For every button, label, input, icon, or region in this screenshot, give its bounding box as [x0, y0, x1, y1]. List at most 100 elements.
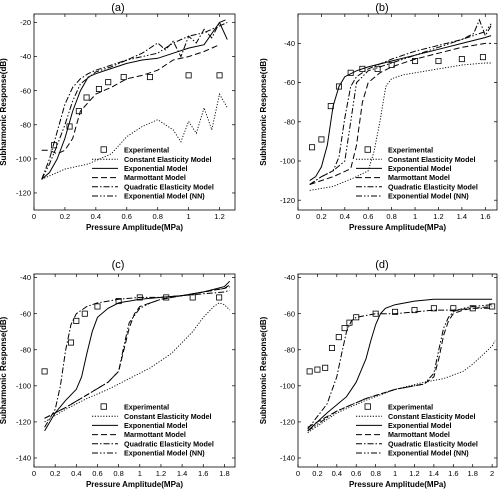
- legend-label: Exponential Model: [388, 164, 452, 173]
- series-line-3: [44, 284, 230, 419]
- data-point-experimental: [346, 319, 353, 326]
- panel-title: (d): [375, 259, 388, 271]
- chart-panel-b: (b) 0 0.2 0.4 0.6 0.8 1 1.2 1.4 1.6 -120 -100 -80 -60…: [259, 2, 498, 232]
- legend-marker-square: [364, 403, 371, 410]
- legend-label: Exponential Model (NN): [388, 192, 469, 201]
- x-tick-label: 1.8: [468, 469, 478, 478]
- x-tick-label: 0.6: [363, 212, 373, 221]
- x-tick-label: 1.2: [156, 469, 166, 478]
- x-tick-label: 1.2: [433, 212, 443, 221]
- x-tick-label: 0: [32, 212, 36, 221]
- x-tick-label: 1: [393, 469, 397, 478]
- legend-label: Constant Elasticity Model: [124, 412, 211, 421]
- plot-frame: [33, 13, 236, 211]
- y-axis-label: Subharmonic Response(dB): [0, 316, 8, 424]
- x-tick-label: 0.4: [91, 212, 101, 221]
- legend-label: Experimental: [124, 403, 169, 412]
- panel-title: (c): [112, 259, 125, 271]
- y-tick-label: -80: [284, 345, 295, 354]
- data-point-experimental: [68, 339, 75, 346]
- y-tick-label: -100: [280, 381, 295, 390]
- series-line-3: [309, 42, 492, 185]
- legend-label: Quadratic Elasticity Model: [388, 182, 478, 191]
- y-tick-label: -120: [280, 418, 295, 427]
- data-point-experimental: [458, 56, 465, 63]
- x-tick-label: 1.6: [198, 469, 208, 478]
- chart-panel-c: (c) 0 0.2 0.4 0.6 0.8 1 1.2 1.4 1.6 1.8 -140 -120 -10…: [0, 259, 236, 489]
- y-tick-label: -140: [16, 454, 31, 463]
- data-point-experimental: [185, 72, 192, 79]
- x-tick-label: 0.4: [332, 469, 342, 478]
- y-tick-label: -80: [20, 345, 31, 354]
- legend-label: Experimental: [124, 146, 169, 155]
- legend-label: Marmottant Model: [388, 173, 450, 182]
- legend-label: Exponential Model: [124, 421, 188, 430]
- x-tick-label: 0.8: [386, 212, 396, 221]
- y-tick-label: -80: [284, 117, 295, 126]
- y-tick-label: -40: [20, 52, 31, 61]
- series-line-1: [41, 92, 228, 180]
- data-point-experimental: [479, 54, 486, 61]
- legend-marker-square: [364, 146, 371, 153]
- y-axis-label: Subharmonic Response(dB): [259, 58, 268, 166]
- x-tick-label: 0: [32, 469, 36, 478]
- series-line-5: [307, 304, 493, 432]
- legend-label: Constant Elasticity Model: [124, 155, 211, 164]
- data-point-experimental: [105, 79, 112, 86]
- data-point-experimental: [41, 368, 48, 375]
- y-tick-label: -80: [20, 120, 31, 129]
- data-point-experimental: [430, 305, 437, 312]
- x-axis-label: Pressure Amplitude(MPa): [86, 223, 183, 232]
- legend-label: Exponential Model (NN): [388, 449, 469, 458]
- x-tick-label: 1: [187, 212, 191, 221]
- series-line-3: [307, 306, 493, 428]
- x-tick-label: 1.4: [429, 469, 439, 478]
- y-tick-label: -100: [280, 157, 295, 166]
- chart-panel-d: (d) 0 0.2 0.4 0.6 0.8 1 1.2 1.4 1.6 1.8 2 -140 -120 -1…: [259, 259, 498, 489]
- data-point-experimental: [388, 61, 395, 68]
- x-tick-label: 0.6: [351, 469, 361, 478]
- x-tick-label: 0.4: [340, 212, 350, 221]
- panel-title: (a): [111, 2, 124, 14]
- x-tick-label: 1.4: [457, 212, 467, 221]
- series-line-3: [41, 44, 220, 155]
- series-line-4: [309, 18, 492, 185]
- plot-data: [41, 280, 231, 432]
- series-line-4: [44, 289, 230, 428]
- y-tick-label: -100: [16, 381, 31, 390]
- y-tick-label: -40: [284, 273, 295, 282]
- x-tick-label: 0.2: [60, 212, 70, 221]
- legend-label: Marmottant Model: [124, 430, 186, 439]
- y-tick-label: -60: [20, 309, 31, 318]
- data-point-experimental: [95, 85, 102, 92]
- data-point-experimental: [146, 74, 153, 81]
- data-point-experimental: [81, 310, 88, 317]
- data-point-experimental: [341, 325, 348, 332]
- y-tick-label: -60: [284, 78, 295, 87]
- x-axis-label: Pressure Amplitude(MPa): [349, 480, 446, 489]
- x-tick-label: 1.2: [409, 469, 419, 478]
- data-point-experimental: [489, 303, 496, 310]
- legend-marker-square: [100, 403, 107, 410]
- legend-label: Exponential Model: [124, 164, 188, 173]
- x-axis-label: Pressure Amplitude(MPa): [86, 480, 183, 489]
- panel-title: (b): [375, 2, 388, 14]
- x-tick-label: 0.4: [71, 469, 81, 478]
- y-tick-label: -60: [20, 86, 31, 95]
- legend-label: Quadratic Elasticity Model: [124, 182, 214, 191]
- series-line-5: [309, 23, 492, 185]
- series-line-2: [41, 21, 228, 180]
- data-point-experimental: [318, 136, 325, 143]
- y-tick-label: -120: [16, 189, 31, 198]
- legend-label: Experimental: [388, 146, 433, 155]
- x-tick-label: 1.2: [214, 212, 224, 221]
- x-tick-label: 1: [138, 469, 142, 478]
- x-axis-label: Pressure Amplitude(MPa): [349, 223, 446, 232]
- y-tick-label: -120: [280, 196, 295, 205]
- plot-data: [41, 18, 228, 180]
- x-tick-label: 0.2: [50, 469, 60, 478]
- y-tick-label: -20: [20, 18, 31, 27]
- x-tick-label: 1.6: [480, 212, 490, 221]
- series-line-5: [44, 286, 230, 419]
